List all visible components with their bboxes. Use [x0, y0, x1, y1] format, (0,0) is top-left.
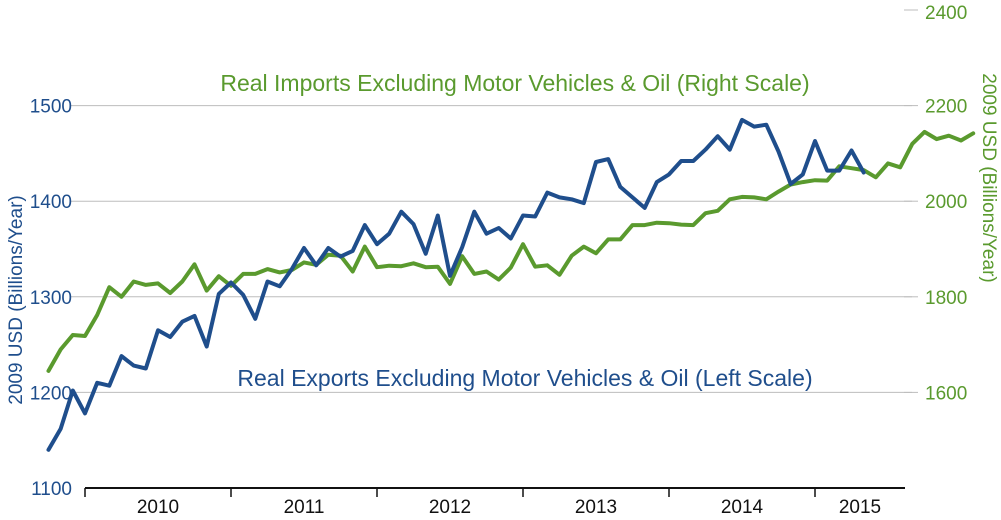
x-tick-label: 2013	[575, 497, 617, 518]
series-layer	[46, 117, 976, 452]
exports-series-line	[46, 117, 866, 452]
right-axis-title: 2009 USD (Billions/Year)	[978, 73, 999, 282]
right-tick-label: 2200	[925, 97, 967, 118]
left-tick-label: 1500	[30, 97, 72, 118]
right-tick-label: 1800	[925, 288, 967, 309]
imports-series-line	[46, 129, 976, 373]
left-tick-label: 1300	[30, 288, 72, 309]
right-axis-ticks: 1600 1800 2000 2200 2400	[904, 3, 967, 404]
right-tick-label: 2000	[925, 192, 967, 213]
right-tick-label: 2400	[925, 3, 967, 24]
left-tick-label: 1400	[30, 192, 72, 213]
x-tick-label: 2011	[284, 497, 325, 518]
x-tick-label: 2014	[721, 497, 764, 518]
x-axis: 2010 2011 2012 2013 2014 2015	[84, 487, 905, 518]
exports-series-points	[48, 119, 864, 450]
left-axis-ticks: 1100 1200 1300 1400 1500	[30, 97, 72, 500]
imports-series-label: Real Imports Excluding Motor Vehicles & …	[220, 70, 809, 96]
x-tick-label: 2012	[429, 497, 471, 518]
x-tick-label: 2010	[137, 497, 179, 518]
left-axis-title: 2009 USD (Billions/Year)	[6, 195, 27, 404]
gridlines	[70, 105, 912, 393]
exports-series-label: Real Exports Excluding Motor Vehicles & …	[237, 365, 812, 391]
left-tick-label: 1200	[30, 383, 72, 404]
left-tick-label: 1100	[31, 479, 72, 500]
imports-series-points	[48, 131, 974, 371]
x-tick-label: 2015	[839, 497, 881, 518]
right-tick-label: 1600	[925, 383, 967, 404]
